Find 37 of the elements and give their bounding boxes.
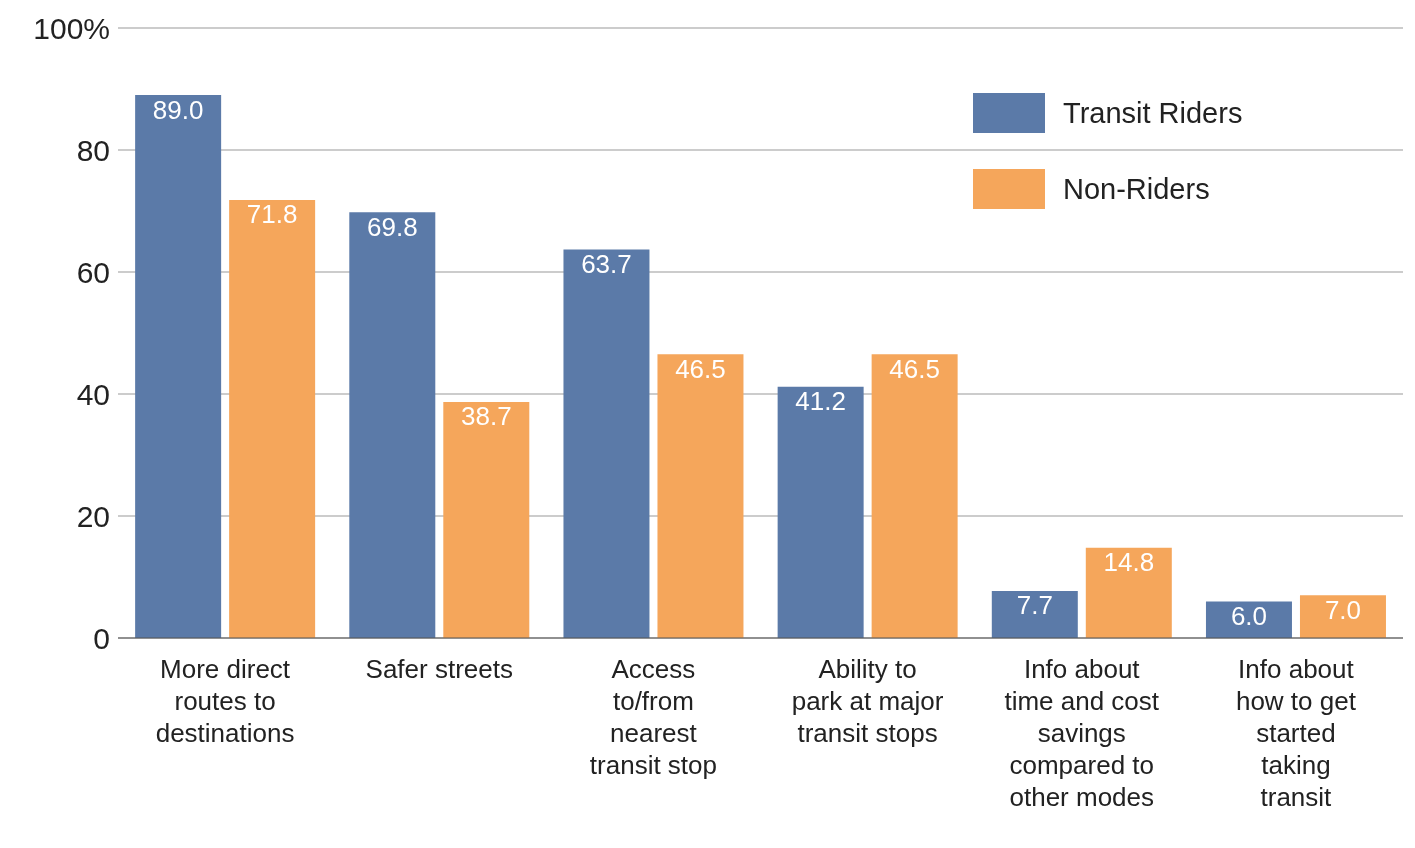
y-tick-label: 80	[76, 133, 110, 167]
bar	[657, 354, 744, 638]
data-label: 71.8	[246, 199, 298, 230]
data-label: 63.7	[581, 248, 632, 279]
x-tick-label: Access to/from nearest transit stop	[589, 654, 717, 780]
y-tick-label: 60	[76, 255, 110, 289]
x-tick-label: Ability to park at major transit stops	[791, 654, 944, 748]
y-tick-label: 0	[93, 621, 110, 655]
bar	[563, 249, 650, 638]
legend-label: Transit Riders	[1063, 96, 1243, 130]
y-tick-label: 40	[76, 377, 110, 411]
x-tick-label: Info about time and cost savings compared to other modes	[1004, 654, 1160, 812]
bar	[1299, 595, 1386, 638]
data-label: 38.7	[461, 401, 512, 432]
bar	[871, 354, 958, 638]
data-label: 69.8	[367, 211, 418, 242]
y-tick-label: 100%	[33, 11, 110, 45]
legend-label: Non-Riders	[1063, 172, 1210, 206]
bar	[991, 591, 1078, 638]
data-label: 14.8	[1103, 547, 1155, 578]
data-label: 46.5	[889, 353, 940, 384]
bar	[777, 386, 864, 638]
data-label: 7.7	[1016, 590, 1053, 621]
x-tick-label: More direct routes to destinations	[155, 654, 295, 748]
y-tick-label: 20	[76, 499, 110, 533]
data-label: 46.5	[675, 353, 726, 384]
x-tick-label: Info about how to get started taking transit	[1235, 654, 1357, 812]
bar	[349, 212, 436, 638]
data-label: 89.0	[152, 94, 204, 125]
data-label: 41.2	[795, 386, 846, 417]
data-label: 7.0	[1324, 594, 1362, 625]
bar	[135, 95, 222, 638]
x-tick-label: Safer streets	[365, 654, 513, 684]
bar	[229, 200, 316, 638]
bar	[1085, 547, 1172, 638]
bar	[443, 401, 530, 638]
data-label: 6.0	[1230, 600, 1268, 631]
